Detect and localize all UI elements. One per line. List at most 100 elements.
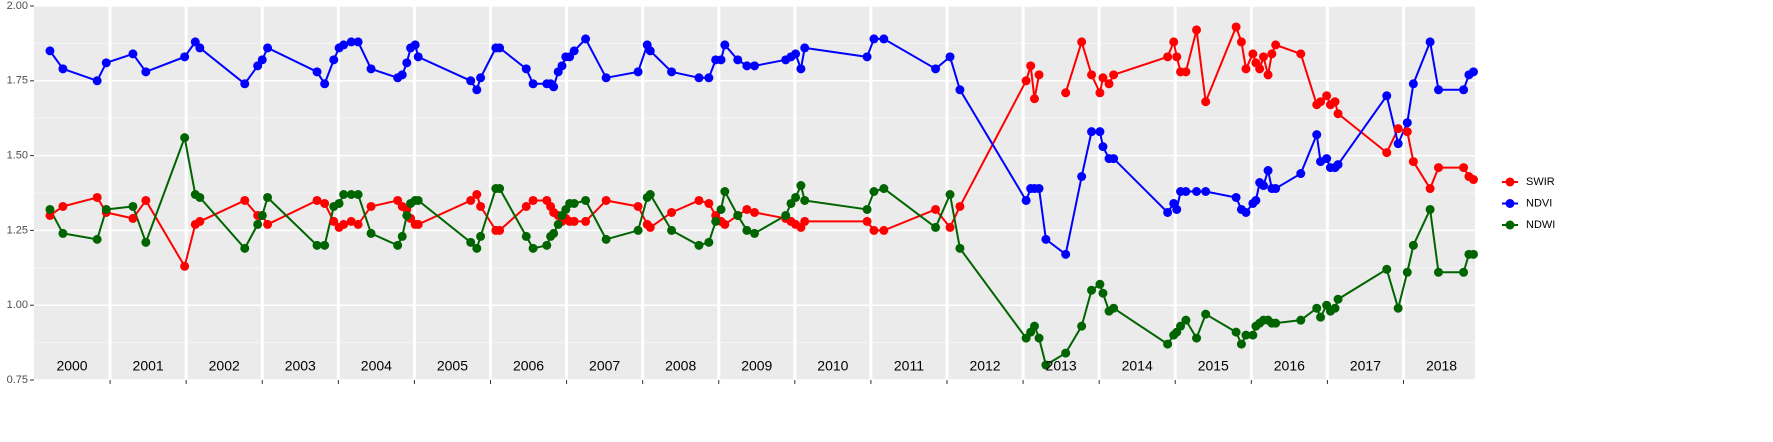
point [931, 204, 941, 214]
point [1236, 37, 1246, 47]
point [1330, 97, 1340, 107]
point [955, 243, 965, 253]
point [750, 207, 759, 217]
point [1034, 70, 1044, 80]
point [1241, 64, 1251, 74]
point [1181, 187, 1191, 197]
point [1109, 303, 1119, 313]
point [1425, 204, 1435, 214]
point [720, 187, 730, 197]
point [862, 204, 872, 214]
point [1236, 339, 1246, 349]
point [733, 210, 743, 220]
point [1322, 91, 1332, 101]
point [353, 189, 363, 199]
point [720, 219, 730, 229]
point [1316, 97, 1326, 107]
point [476, 231, 486, 241]
point [92, 192, 102, 202]
point [791, 49, 801, 59]
point [1468, 175, 1478, 185]
y-tick-label: 0.75 [7, 374, 28, 386]
point [195, 192, 205, 202]
point [1296, 169, 1306, 179]
point [645, 189, 655, 199]
legend-label: NDVI [1526, 197, 1552, 209]
point [704, 237, 714, 247]
point [413, 219, 423, 229]
point [750, 228, 759, 238]
year-label: 2002 [209, 358, 240, 374]
year-label: 2012 [969, 358, 1000, 374]
point [581, 195, 591, 205]
point [1061, 88, 1071, 98]
point [195, 43, 205, 53]
point [101, 58, 111, 68]
year-label: 2001 [133, 358, 164, 374]
legend-label: NDWI [1526, 219, 1555, 231]
point [1251, 195, 1261, 205]
point [263, 219, 273, 229]
point [240, 195, 250, 205]
point [1034, 333, 1044, 343]
year-label: 2013 [1046, 358, 1077, 374]
point [633, 67, 643, 77]
point [495, 225, 505, 235]
point [869, 187, 879, 197]
point [366, 64, 376, 74]
point [1231, 192, 1241, 202]
point [557, 61, 567, 71]
point [645, 222, 655, 232]
point [128, 49, 138, 59]
point [58, 228, 68, 238]
point [1087, 70, 1097, 80]
point [1231, 327, 1241, 337]
point [128, 213, 138, 223]
point [466, 195, 476, 205]
year-label: 2008 [665, 358, 696, 374]
point [1408, 157, 1418, 167]
point [528, 195, 538, 205]
point [1163, 339, 1173, 349]
point [1425, 37, 1435, 47]
point [195, 216, 205, 226]
point [1312, 303, 1322, 313]
point [1241, 330, 1251, 340]
point [1402, 118, 1412, 128]
point [716, 204, 726, 214]
year-label: 2011 [894, 358, 924, 374]
point [1181, 315, 1191, 325]
point [1231, 22, 1241, 32]
point [581, 216, 591, 226]
point [1041, 234, 1051, 244]
point [1034, 184, 1044, 194]
point [476, 73, 486, 83]
point [495, 43, 505, 53]
point [329, 216, 339, 226]
point [402, 58, 412, 68]
point [1201, 187, 1211, 197]
point [1271, 318, 1281, 328]
point [667, 207, 677, 217]
point [402, 210, 412, 220]
point [1041, 360, 1051, 370]
point [1263, 166, 1273, 176]
point [945, 52, 955, 62]
point [253, 219, 263, 229]
point [320, 198, 330, 208]
point [862, 52, 872, 62]
point [645, 46, 655, 56]
point [1402, 267, 1412, 277]
point [1393, 303, 1403, 313]
point [257, 210, 267, 220]
point [1029, 321, 1039, 331]
point [1026, 61, 1036, 71]
point [1169, 37, 1179, 47]
point [263, 192, 273, 202]
year-label: 2007 [589, 358, 620, 374]
point [1382, 91, 1392, 101]
point [1258, 181, 1268, 191]
point [581, 34, 591, 44]
